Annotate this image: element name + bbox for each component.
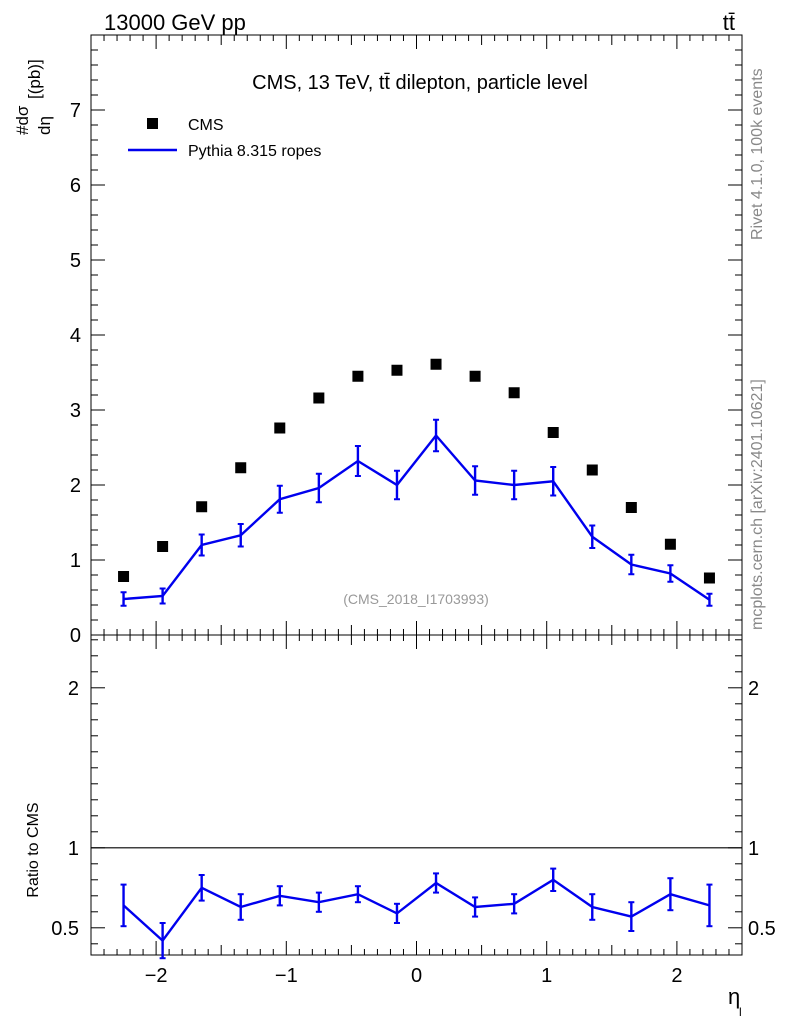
cms-data-point <box>664 538 676 550</box>
cms-data-point <box>391 364 403 376</box>
cms-data-point <box>157 541 169 552</box>
legend-pythia-label: Pythia 8.315 ropes <box>188 143 321 160</box>
main-y-tick-label: 7 <box>70 100 81 122</box>
ratio-y-tick-label-left: 0.5 <box>51 918 79 940</box>
main-y-tick-label: 4 <box>70 325 81 347</box>
chart-title: CMS, 13 TeV, tt̄ dilepton, particle leve… <box>252 72 588 94</box>
ratio-panel: 0.5 0.5 1 1 2 2 −2 −1 0 1 2 Ratio to CMS η l <box>25 634 776 1019</box>
cms-data-point <box>469 370 481 382</box>
main-y-tick-label: 2 <box>70 475 81 497</box>
ratio-y-tick-label-right: 0.5 <box>748 918 776 940</box>
rivet-version-label: Rivet 4.1.0, 100k events <box>749 68 766 240</box>
ratio-y-tick-label-left: 1 <box>68 838 79 860</box>
main-y-tick-label: 3 <box>70 400 81 422</box>
main-y-tick-label: 1 <box>70 550 81 572</box>
cms-data-point <box>547 427 559 438</box>
cms-data-point <box>274 422 286 434</box>
main-axis-ticks <box>90 34 743 636</box>
cms-data-point <box>586 464 598 476</box>
main-y-tick-label: 0 <box>70 625 81 647</box>
cms-data-point <box>508 387 520 399</box>
legend-cms-marker <box>147 118 158 129</box>
main-panel: 0 1 2 3 4 5 6 7 CMS, 13 TeV, tt̄ dilepton, part… <box>13 34 743 647</box>
x-tick-label: −2 <box>145 965 168 987</box>
x-tick-labels: −2 −1 0 1 2 <box>145 965 683 987</box>
x-tick-label: 2 <box>671 965 682 987</box>
cms-data-point <box>313 392 325 404</box>
ratio-axis-ticks <box>90 635 743 955</box>
cms-data-point <box>703 572 715 584</box>
legend: CMS Pythia 8.315 ropes <box>128 117 321 160</box>
x-axis-label: η <box>728 984 740 1009</box>
analysis-watermark: (CMS_2018_I1703993) <box>343 591 489 607</box>
ratio-y-tick-label-left: 2 <box>68 678 79 700</box>
cms-data-point <box>430 358 442 370</box>
ratio-pythia-line <box>122 878 710 943</box>
cms-data-point <box>235 462 247 474</box>
cms-data-point <box>625 502 637 513</box>
legend-cms-label: CMS <box>188 117 224 134</box>
cms-data-point <box>118 571 130 582</box>
y-label-numerator: #dσ <box>13 105 32 135</box>
main-y-axis-label: #dσ dη [(pb)] <box>13 59 54 135</box>
ratio-y-axis-label: Ratio to CMS <box>25 802 42 897</box>
process-label: 13000 GeV pp <box>104 10 246 35</box>
x-tick-label: 1 <box>541 965 552 987</box>
ratio-y-tick-label-right: 1 <box>748 838 759 860</box>
main-pythia-line <box>123 433 711 601</box>
final-state-label: tt̄ <box>723 10 735 35</box>
x-tick-label: 0 <box>411 965 422 987</box>
ratio-y-tick-labels: 0.5 0.5 1 1 2 2 <box>51 678 776 940</box>
mcplots-source-label: mcplots.cern.ch [arXiv:2401.10621] <box>749 379 766 630</box>
x-axis-label-subscript: l <box>739 1005 742 1019</box>
main-y-tick-label: 6 <box>70 175 81 197</box>
main-cms-markers <box>118 358 715 584</box>
cms-data-point <box>352 370 364 382</box>
ratio-y-tick-label-right: 2 <box>748 678 759 700</box>
main-y-tick-label: 5 <box>70 250 81 272</box>
y-label-denominator: dη <box>35 116 54 135</box>
main-pythia-error-bars <box>120 418 713 607</box>
cms-data-point <box>196 501 208 513</box>
y-label-unit: [(pb)] <box>25 59 44 99</box>
main-y-tick-labels: 0 1 2 3 4 5 6 7 <box>70 100 81 647</box>
x-tick-label: −1 <box>275 965 298 987</box>
